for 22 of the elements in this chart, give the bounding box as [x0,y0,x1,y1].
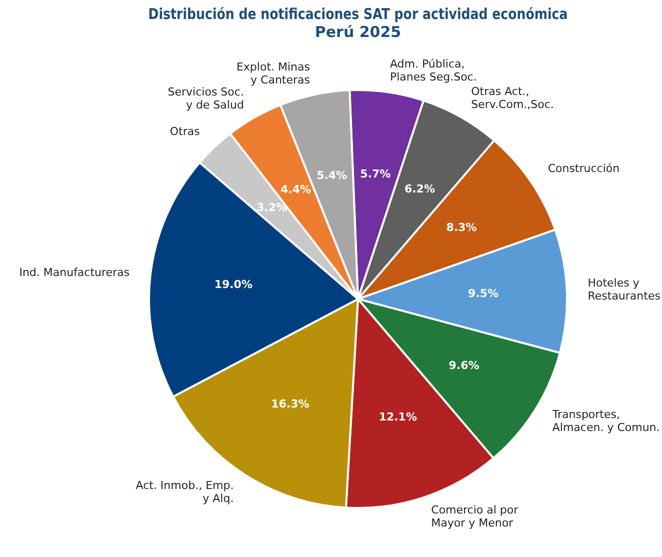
chart-title: Distribución de notificaciones SAT por actividad económica Perú 2025 [148,6,568,41]
data-label: 9.6% [448,358,480,372]
slice-label: Otras [170,124,200,138]
slice-label: Construcción [548,162,620,176]
data-label: 6.2% [404,182,435,196]
data-label: 16.3% [271,397,310,410]
data-label: 12.1% [378,410,417,424]
data-label: 5.7% [360,168,391,181]
slice-label: Explot. Minas y Canteras [236,60,310,87]
data-label: 5.4% [316,169,348,182]
slice-label: Adm. Pública, Planes Seg.Soc. [390,58,477,84]
slice-label: Act. Inmob., Emp. y Alq. [136,478,234,505]
data-label: 4.4% [280,182,312,196]
slice-label: Otras Act., Serv.Com.,Soc. [471,85,554,112]
slice-label: Comercio al por Mayor y Menor [431,503,519,530]
data-label: 19.0% [214,278,252,291]
slice-label: Ind. Manufactureras [19,266,130,280]
data-label: 8.3% [446,221,477,234]
slice-label: Hoteles y Restaurantes [588,276,661,302]
data-label: 9.5% [468,287,499,300]
slice-label: Transportes, Almacen. y Comun. [551,408,660,434]
slice-label: Servicios Soc. y de Salud [168,86,244,112]
